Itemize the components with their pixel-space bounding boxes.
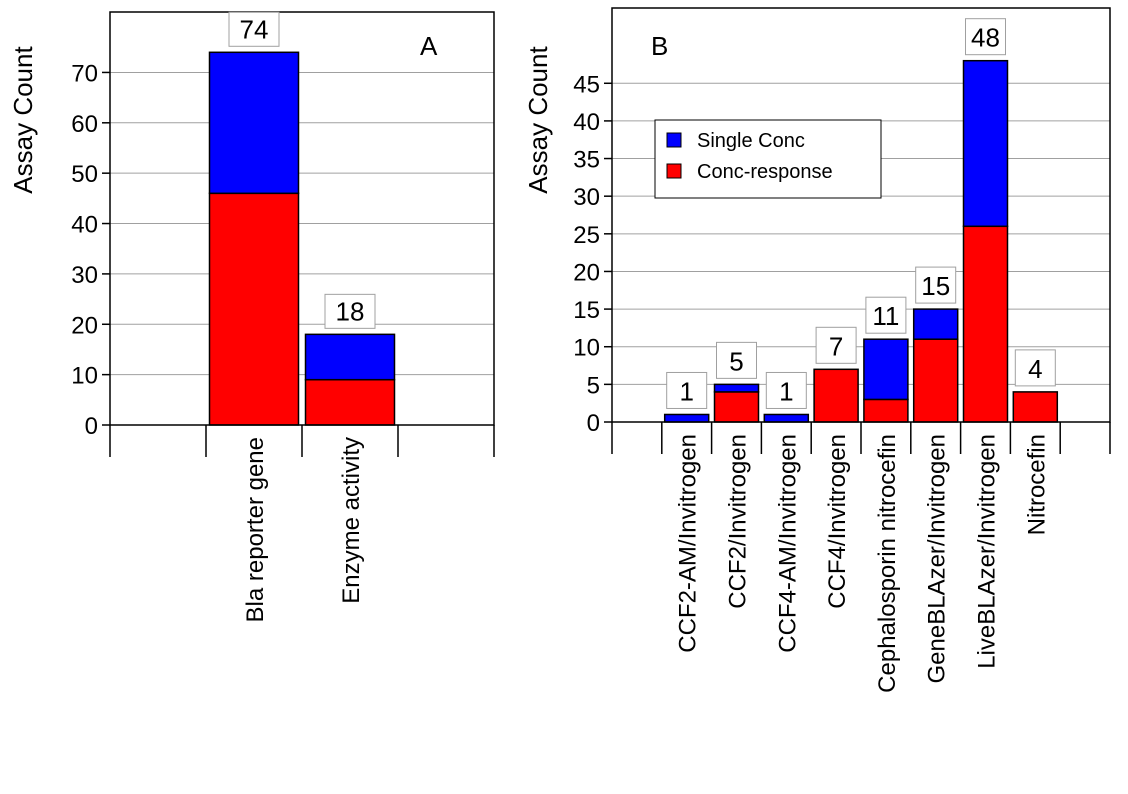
total-label: 5 (729, 346, 743, 376)
legend-conc-response-swatch (666, 163, 682, 179)
bar-segment-conc-response (713, 391, 760, 423)
y-tick-label: 30 (573, 184, 600, 211)
y-tick-label: 0 (587, 410, 600, 437)
panel-a-x-axis: Bla reporter gene Enzyme activity (109, 425, 495, 622)
y-tick-label: 10 (71, 363, 98, 390)
x-category-label: GeneBLAzer/Invitrogen (924, 434, 951, 683)
panel-a-chart: 0 10 20 30 40 50 60 70 Bla reporter gene Enzyme … (8, 11, 495, 622)
y-tick-label: 70 (71, 60, 98, 87)
panel-a-y-ticks: 0 10 20 30 40 50 60 70 (71, 60, 110, 440)
panel-a-bars (208, 51, 396, 426)
total-label-box (716, 341, 757, 379)
x-category-label: Nitrocefin (1023, 434, 1050, 535)
y-tick-label: 40 (71, 212, 98, 239)
total-label: 48 (971, 23, 1000, 53)
y-tick-label: 40 (573, 109, 600, 136)
y-tick-label: 25 (573, 222, 600, 249)
legend: Single Conc Conc-response (654, 119, 882, 199)
y-tick-label: 20 (71, 312, 98, 339)
bar-segment-single-conc (912, 308, 959, 340)
x-category-label: CCF4-AM/Invitrogen (774, 434, 801, 653)
bar-segment-conc-response (304, 378, 396, 426)
y-tick-label: 50 (71, 161, 98, 188)
total-label: 74 (240, 14, 269, 44)
panel-b-y-axis-label: Assay Count (523, 46, 553, 194)
legend-conc-response-label: Conc-response (697, 161, 833, 183)
total-label-box (815, 326, 857, 364)
total-label: 15 (921, 271, 950, 301)
panel-a-gridlines (110, 71, 494, 376)
y-tick-label: 30 (71, 262, 98, 289)
bar-segment-conc-response (813, 368, 859, 423)
x-category-label: LiveBLAzer/Invitrogen (974, 434, 1001, 669)
legend-single-conc-label: Single Conc (697, 130, 805, 152)
bar-segment-conc-response (962, 225, 1009, 423)
legend-single-conc-swatch (666, 132, 682, 148)
x-category-label: CCF2/Invitrogen (725, 434, 752, 609)
y-tick-label: 15 (573, 297, 600, 324)
bar-segment-single-conc (713, 383, 760, 393)
legend-box (654, 119, 882, 199)
bar-segment-single-conc (663, 413, 710, 423)
y-tick-label: 5 (587, 372, 600, 399)
x-category-label: Cephalosporin nitrocefin (874, 434, 901, 693)
bar-segment-single-conc (763, 413, 810, 423)
panel-a-plot-frame (109, 11, 495, 426)
panel-b-bars (663, 59, 1059, 423)
total-label-box (666, 371, 708, 409)
y-tick-label: 10 (573, 335, 600, 362)
bar-segment-single-conc (863, 338, 909, 401)
panel-b-label: B (651, 31, 668, 61)
total-label: 1 (779, 376, 793, 406)
bar-segment-conc-response (863, 398, 909, 423)
y-tick-label: 20 (573, 259, 600, 286)
x-category-label: CCF4/Invitrogen (824, 434, 851, 609)
total-label-box (965, 18, 1006, 56)
bar-segment-single-conc (208, 51, 300, 195)
total-label-box (915, 266, 957, 304)
total-label-box (1014, 349, 1056, 387)
panel-a-y-axis-label: Assay Count (8, 46, 38, 194)
panel-a-label: A (420, 31, 438, 61)
panel-b-x-axis: CCF2-AM/Invitrogen CCF2/Invitrogen CCF4-AM… (611, 422, 1111, 693)
total-label: 1 (679, 376, 693, 406)
x-category-label: Enzyme activity (338, 437, 365, 604)
y-tick-label: 45 (573, 71, 600, 98)
total-label: 4 (1028, 354, 1042, 384)
y-tick-label: 60 (71, 111, 98, 138)
total-label-box (765, 371, 807, 409)
y-tick-label: 35 (573, 147, 600, 174)
bar-segment-conc-response (912, 338, 959, 423)
total-label-box (228, 11, 280, 47)
panel-a-total-labels: 74 18 (228, 11, 376, 329)
bar-segment-conc-response (1012, 391, 1059, 423)
bar-segment-single-conc (962, 59, 1009, 228)
total-label-box (324, 293, 376, 329)
panel-b-y-ticks: 0 5 10 15 20 25 30 35 40 45 (573, 71, 612, 437)
total-label: 18 (336, 296, 365, 326)
total-label-box (865, 296, 907, 334)
total-label: 7 (829, 331, 843, 361)
total-label: 11 (872, 301, 899, 331)
bar-segment-single-conc (304, 333, 396, 381)
x-category-label: CCF2-AM/Invitrogen (675, 434, 702, 653)
bar-segment-conc-response (208, 192, 300, 426)
y-tick-label: 0 (85, 413, 98, 440)
x-category-label: Bla reporter gene (242, 437, 269, 622)
